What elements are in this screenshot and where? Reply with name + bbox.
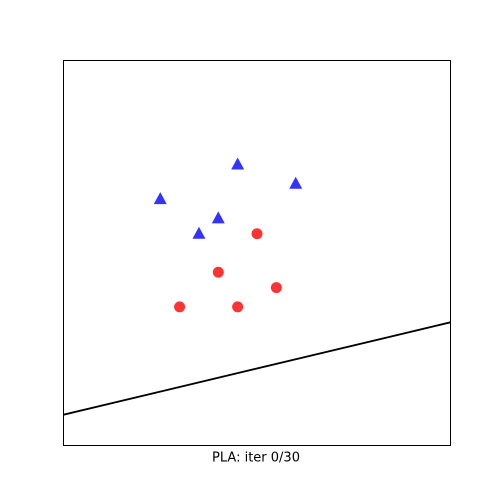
- point: [212, 266, 224, 278]
- separator-line: [63, 321, 451, 416]
- point: [192, 226, 206, 239]
- point: [232, 301, 244, 313]
- point: [289, 176, 303, 189]
- point: [270, 282, 282, 294]
- point: [174, 301, 186, 313]
- point: [153, 192, 167, 205]
- x-axis-label: PLA: iter 0/30: [212, 451, 300, 466]
- plot-frame: [63, 60, 451, 446]
- point: [211, 211, 225, 224]
- point: [231, 157, 245, 170]
- point: [251, 228, 263, 240]
